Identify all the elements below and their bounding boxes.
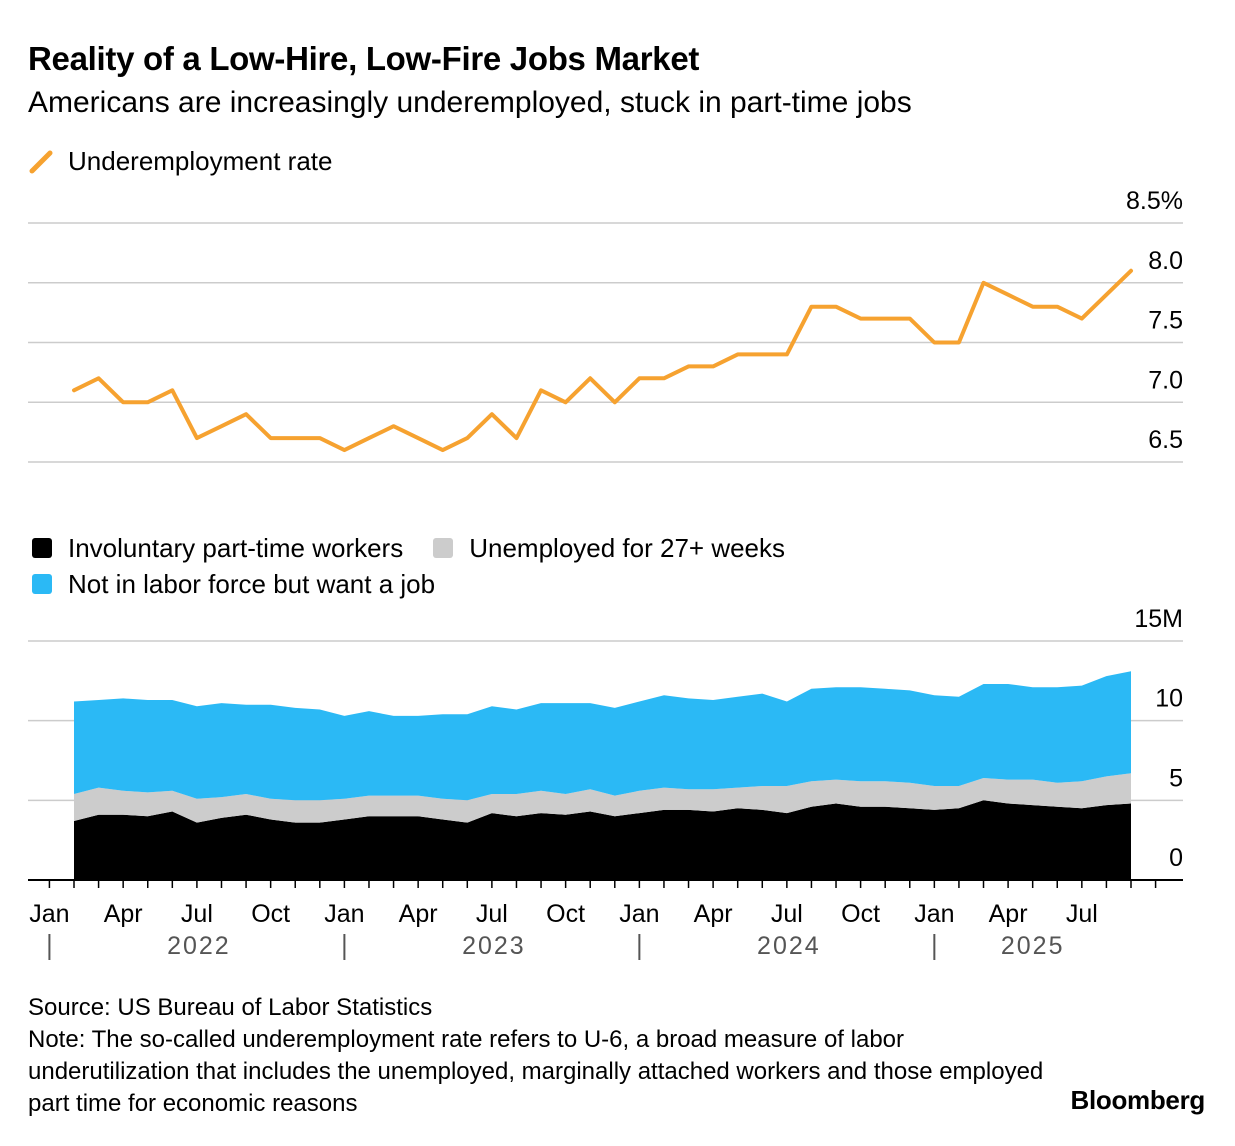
line-y-tick-label: 6.5 (1148, 426, 1183, 454)
involuntary-area (74, 800, 1131, 880)
x-tick-label: Jul (181, 900, 213, 928)
line-legend-swatch (29, 150, 53, 173)
year-label: 2023 (462, 932, 526, 960)
underemployment-rate-line (72, 268, 1133, 453)
line-legend: Underemployment rate (28, 146, 332, 177)
line-y-tick-label: 7.0 (1148, 366, 1183, 394)
area-y-tick-label: 5 (1169, 764, 1183, 792)
area-y-tick-label: 15M (1134, 605, 1183, 633)
legend-label-longterm: Unemployed for 27+ weeks (469, 532, 786, 563)
x-tick-label: Jan (29, 900, 69, 928)
year-label: 2024 (757, 932, 821, 960)
x-tick-label: Jul (771, 900, 803, 928)
x-tick-label: Apr (399, 900, 438, 928)
x-tick-label: Apr (104, 900, 143, 928)
line-y-tick-label: 8.0 (1148, 247, 1183, 275)
brand-logo: Bloomberg (1070, 1085, 1205, 1115)
line-y-tick-label: 7.5 (1148, 307, 1183, 335)
legend-swatch-longterm (433, 538, 454, 558)
legend-item-notinlf: Not in labor force but want a job (32, 569, 435, 600)
legend-swatch-involuntary (32, 538, 52, 558)
year-label: 2022 (167, 932, 231, 960)
x-tick-label: Apr (694, 900, 733, 928)
x-tick-label: Oct (546, 900, 585, 928)
x-tick-label: Jan (324, 900, 364, 928)
x-tick-label: Oct (251, 900, 290, 928)
area-legend: Involuntary part-time workers Unemployed… (32, 530, 815, 602)
x-tick-label: Apr (989, 900, 1028, 928)
not-in-labor-force-area (74, 671, 1131, 801)
note-text: Note: The so-called underemployment rate… (28, 1026, 1044, 1117)
footer-notes: Source: US Bureau of Labor Statistics No… (28, 992, 1068, 1120)
legend-item-involuntary: Involuntary part-time workers (32, 533, 403, 564)
source-text: Source: US Bureau of Labor Statistics (28, 994, 433, 1021)
x-tick-label: Jan (619, 900, 659, 928)
legend-swatch-notinlf (32, 574, 52, 594)
x-tick-label: Jul (476, 900, 508, 928)
line-y-tick-label: 8.5% (1126, 187, 1183, 215)
legend-label-involuntary: Involuntary part-time workers (68, 532, 404, 563)
x-tick-label: Oct (841, 900, 880, 928)
longterm-unemployed-area (74, 773, 1131, 823)
legend-label-notinlf: Not in labor force but want a job (68, 568, 436, 599)
chart-subtitle: Americans are increasingly underemployed… (28, 86, 912, 119)
x-tick-label: Jul (1066, 900, 1098, 928)
area-y-tick-label: 0 (1169, 844, 1183, 872)
line-legend-label: Underemployment rate (68, 146, 333, 176)
area-y-tick-label: 10 (1155, 685, 1183, 713)
x-tick-label: Jan (914, 900, 954, 928)
chart-title: Reality of a Low-Hire, Low-Fire Jobs Mar… (28, 40, 700, 77)
legend-item-longterm: Unemployed for 27+ weeks (433, 533, 785, 564)
year-label: 2025 (1001, 932, 1065, 960)
